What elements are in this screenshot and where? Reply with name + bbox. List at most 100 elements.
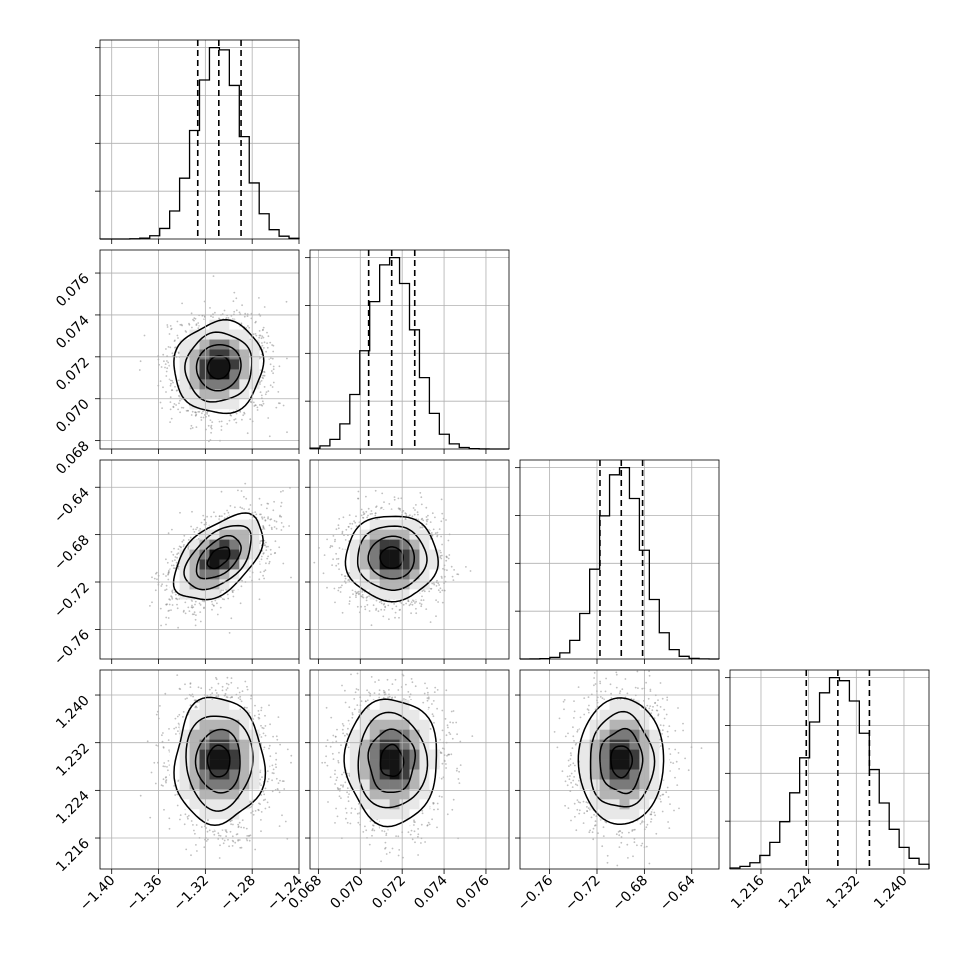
sample-point [433, 583, 436, 586]
sample-point [237, 489, 239, 492]
sample-point [227, 838, 229, 841]
density-cell [239, 769, 250, 780]
density-cell [429, 549, 440, 560]
sample-point [195, 614, 197, 616]
sample-point [280, 501, 283, 504]
sample-point [364, 608, 367, 611]
sample-point [265, 350, 267, 353]
sample-point [615, 671, 618, 674]
density-cell [209, 809, 220, 820]
sample-point [384, 847, 386, 850]
sample-point [222, 589, 225, 592]
sample-point [260, 819, 262, 821]
sample-point [191, 410, 194, 413]
sample-point [577, 686, 580, 688]
sample-point [255, 320, 257, 323]
sample-point [169, 401, 172, 403]
density-cell [379, 749, 390, 760]
sample-point [172, 381, 174, 384]
sample-point [337, 557, 340, 560]
sample-point [448, 753, 450, 756]
sample-point [420, 496, 423, 499]
sample-point [620, 841, 623, 844]
sample-point [324, 761, 326, 764]
sample-point [632, 855, 634, 858]
sample-point [339, 586, 342, 589]
sample-point [179, 814, 182, 816]
sample-point [262, 790, 265, 793]
sample-point [261, 400, 264, 403]
density-cell [189, 359, 200, 370]
sample-point [362, 831, 365, 833]
sample-point [329, 545, 332, 547]
sample-point [356, 605, 359, 608]
sample-point [417, 513, 419, 516]
sample-point [272, 509, 275, 512]
sample-point [166, 603, 169, 605]
sample-point [263, 539, 266, 542]
sample-point [252, 718, 255, 721]
sample-point [329, 776, 332, 778]
density-cell [239, 809, 250, 820]
density-cell [379, 819, 390, 830]
sample-point [397, 835, 400, 838]
density-cell [219, 579, 230, 590]
density-cell [179, 739, 190, 750]
sample-point [239, 506, 242, 509]
sample-point [673, 809, 675, 812]
sample-point [626, 843, 629, 846]
sample-point [235, 421, 238, 424]
sample-point [394, 678, 397, 681]
sample-point [206, 413, 209, 415]
y-tick-label: 1.216 [53, 835, 93, 875]
sample-point [268, 562, 270, 565]
sample-point [180, 546, 183, 549]
density-cell [379, 569, 390, 580]
sample-point [648, 670, 650, 673]
density-cell [409, 579, 420, 590]
sample-point [432, 715, 435, 718]
sample-point [165, 779, 168, 781]
sample-point [237, 823, 240, 826]
sample-point [428, 590, 431, 593]
sample-point [436, 826, 438, 829]
contour-line [356, 525, 428, 591]
sample-point [369, 692, 372, 695]
contour-line [173, 319, 265, 415]
sample-point [207, 838, 209, 841]
sample-point [262, 374, 265, 377]
sample-point [177, 780, 180, 782]
sample-point [368, 706, 370, 709]
sample-point [633, 829, 635, 831]
sample-point [621, 688, 624, 691]
sample-point [650, 811, 653, 813]
density-cell [389, 809, 400, 820]
sample-point [194, 832, 196, 835]
sample-point [211, 603, 214, 606]
density-cell [249, 769, 260, 780]
sample-point [263, 516, 266, 519]
sample-point [268, 524, 271, 527]
density-cell [209, 369, 220, 380]
sample-point [589, 829, 591, 832]
sample-point [407, 831, 410, 834]
sample-point [231, 845, 234, 847]
sample-point [230, 681, 233, 684]
density-cell [379, 519, 390, 530]
density-cell [189, 579, 200, 590]
sample-point [261, 726, 264, 729]
sample-point [260, 706, 263, 709]
sample-point [197, 327, 200, 329]
sample-point [271, 779, 273, 782]
sample-point [192, 695, 195, 698]
sample-point [165, 776, 168, 778]
density-cell [219, 349, 230, 360]
x-tick-label: −1.32 [171, 873, 213, 915]
sample-point [449, 733, 452, 735]
sample-point [268, 747, 270, 750]
sample-point [415, 612, 418, 615]
density-cell [219, 739, 230, 750]
sample-point [272, 372, 274, 375]
density-cell [359, 809, 370, 820]
